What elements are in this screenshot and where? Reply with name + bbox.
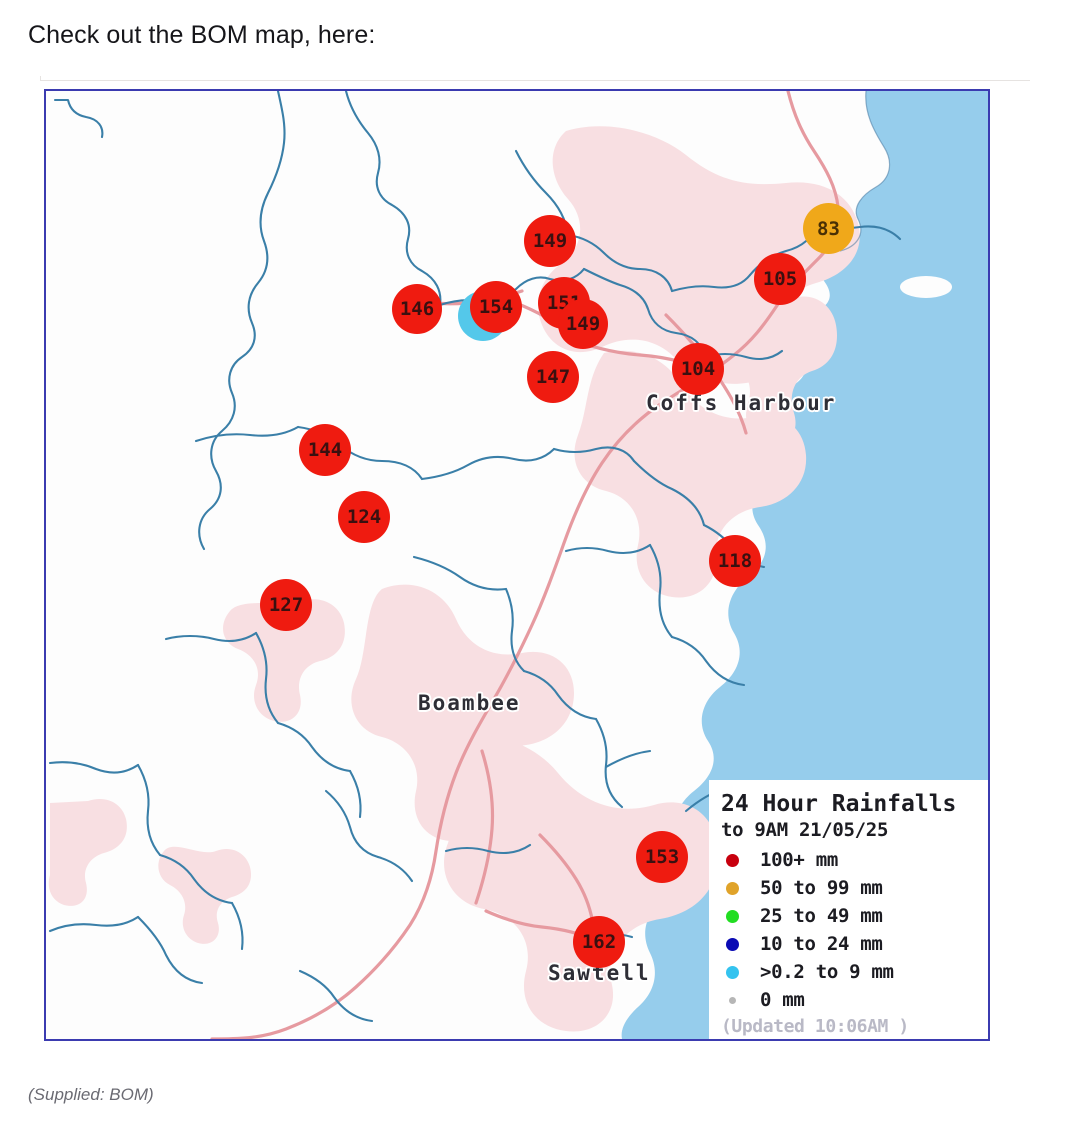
legend-subtitle: to 9AM 21/05/25	[721, 819, 889, 841]
rainfall-marker[interactable]: 127	[260, 579, 312, 631]
legend-item-50-99: 50 to 99 mm	[721, 874, 978, 902]
rainfall-marker[interactable]: 147	[527, 351, 579, 403]
rainfall-marker[interactable]: 162	[573, 916, 625, 968]
river-layer	[48, 91, 902, 1023]
page-title: Check out the BOM map, here:	[28, 21, 376, 49]
legend-item-label: 10 to 24 mm	[760, 933, 883, 955]
offshore-sandbank	[900, 276, 952, 298]
legend-item-zero: 0 mm	[721, 986, 978, 1014]
rainfall-marker[interactable]: 146	[392, 284, 442, 334]
map-layers: Coffs Harbour Boambee Sawtell 149 83 105…	[46, 91, 988, 1039]
legend-dot-icon	[726, 937, 739, 951]
coastline	[839, 91, 891, 252]
rainfall-marker[interactable]: 149	[524, 215, 576, 267]
urban-area-layer	[48, 126, 860, 1032]
legend-item-label: 0 mm	[760, 989, 805, 1011]
legend-updated-timestamp: (Updated 10:06AM )	[721, 1016, 909, 1037]
rainfall-marker[interactable]: 153	[636, 831, 688, 883]
map-legend: 24 Hour Rainfalls to 9AM 21/05/25 100+ m…	[709, 780, 988, 1039]
rainfall-marker[interactable]: 154	[470, 281, 522, 333]
legend-item-25-49: 25 to 49 mm	[721, 902, 978, 930]
offshore-islet	[658, 921, 676, 931]
legend-dot-icon	[726, 853, 739, 867]
legend-item-label: 50 to 99 mm	[760, 877, 883, 899]
bom-rainfall-map-figure: Coffs Harbour Boambee Sawtell 149 83 105…	[44, 89, 990, 1041]
legend-item-label: 25 to 49 mm	[760, 905, 883, 927]
rainfall-marker[interactable]: 105	[754, 253, 806, 305]
divider-tick	[40, 76, 41, 81]
legend-dot-icon	[726, 909, 739, 923]
rainfall-marker[interactable]: 104	[672, 343, 724, 395]
legend-dot-icon	[729, 996, 736, 1004]
legend-item-label: 100+ mm	[760, 849, 838, 871]
legend-dot-icon	[726, 881, 739, 895]
legend-item-label: >0.2 to 9 mm	[760, 961, 894, 983]
divider	[40, 80, 1030, 81]
rainfall-marker[interactable]: 83	[803, 203, 854, 254]
rainfall-marker[interactable]: 149	[558, 299, 608, 349]
rainfall-marker[interactable]: 124	[338, 491, 390, 543]
legend-title: 24 Hour Rainfalls	[721, 791, 957, 817]
legend-dot-icon	[726, 965, 739, 979]
figure-caption: (Supplied: BOM)	[28, 1085, 154, 1104]
map-canvas[interactable]: Coffs Harbour Boambee Sawtell 149 83 105…	[44, 89, 990, 1041]
legend-item-100-plus: 100+ mm	[721, 846, 978, 874]
legend-items: 100+ mm 50 to 99 mm 25 to 49 mm 10 to 24…	[721, 846, 978, 1014]
legend-item-10-24: 10 to 24 mm	[721, 930, 978, 958]
rainfall-marker[interactable]: 144	[299, 424, 351, 476]
legend-item-0-2-to-9: >0.2 to 9 mm	[721, 958, 978, 986]
rainfall-marker[interactable]: 118	[709, 535, 761, 587]
